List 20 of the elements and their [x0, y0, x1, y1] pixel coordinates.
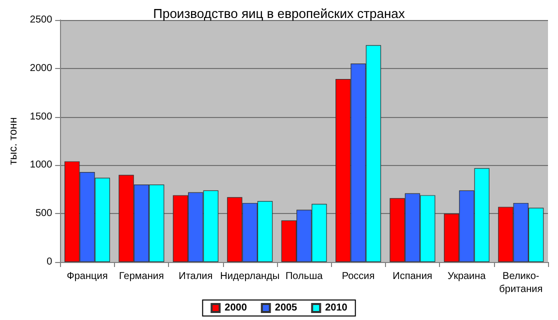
x-tick-label: Италия [178, 271, 213, 282]
chart-title: Производство яиц в европейских странах [153, 6, 406, 21]
x-tick-label: Нидерланды [220, 271, 280, 282]
legend-label: 2000 [224, 302, 248, 314]
y-tick-label: 2500 [30, 14, 53, 26]
x-tick-label: Велико- британия [499, 271, 543, 295]
x-tick-label: Испания [392, 271, 432, 282]
legend-label: 2010 [325, 302, 348, 314]
y-tick-label: 2000 [30, 62, 53, 74]
x-tick-label: Россия [342, 271, 375, 282]
y-tick-label: 1500 [30, 111, 53, 122]
y-tick-label: 1000 [30, 160, 53, 171]
x-tick-label: Франция [66, 271, 108, 282]
legend-label: 2005 [274, 302, 298, 314]
x-tick-label: Германия [119, 271, 164, 282]
y-tick-label: 500 [35, 208, 53, 220]
y-tick-label: 0 [46, 256, 53, 268]
x-tick-label: Польша [285, 271, 324, 282]
x-tick-label: Украина [448, 271, 486, 282]
y-axis-title: тыс. тонн [8, 117, 20, 165]
